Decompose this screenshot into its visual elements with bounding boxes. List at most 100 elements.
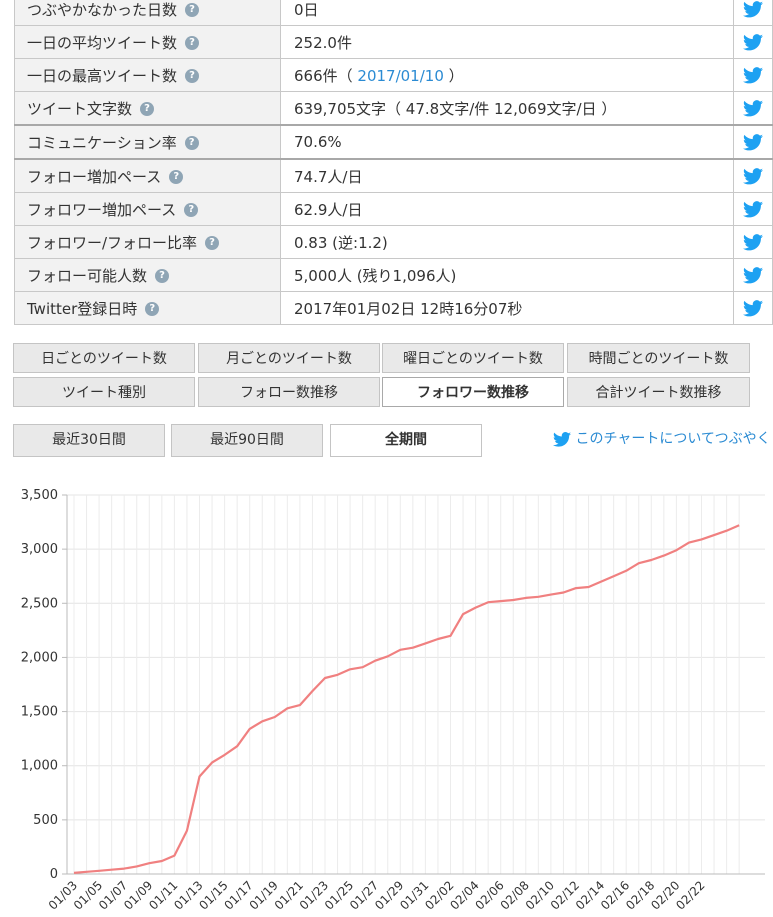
stat-label-cell: フォロワー/フォロー比率? bbox=[14, 225, 281, 259]
stat-value: 639,705文字（ 47.8文字/件 12,069文字/日 ） bbox=[294, 99, 617, 118]
twitter-bird-icon bbox=[743, 134, 763, 151]
stat-label: フォロー増加ペース bbox=[27, 167, 162, 186]
stat-value: 70.6% bbox=[294, 133, 342, 151]
stats-row: 一日の最高ツイート数? 666件（ 2017/01/10 ） bbox=[14, 58, 773, 92]
stat-label-cell: フォロー増加ペース? bbox=[14, 158, 281, 193]
tweet-stat-button[interactable] bbox=[733, 25, 773, 59]
stat-value: 74.7人/日 bbox=[294, 167, 363, 186]
y-tick-label: 3,000 bbox=[21, 542, 58, 557]
tab-monthly-tweets[interactable]: 月ごとのツイート数 bbox=[198, 343, 380, 373]
tweet-stat-button[interactable] bbox=[733, 0, 773, 26]
help-icon[interactable]: ? bbox=[185, 3, 200, 17]
stat-value: 0日 bbox=[294, 0, 319, 19]
stats-row: フォロワー/フォロー比率? 0.83 (逆:1.2) bbox=[14, 225, 773, 259]
y-tick-label: 2,000 bbox=[21, 650, 58, 665]
tab-total-tweets-trend[interactable]: 合計ツイート数推移 bbox=[567, 377, 750, 407]
stat-label: ツイート文字数 bbox=[27, 99, 133, 118]
y-tick-label: 500 bbox=[33, 813, 58, 828]
help-icon[interactable]: ? bbox=[184, 136, 199, 150]
stat-label: Twitter登録日時 bbox=[27, 299, 138, 318]
stat-label: コミュニケーション率 bbox=[27, 133, 177, 152]
stat-label-cell: 一日の最高ツイート数? bbox=[14, 58, 281, 92]
stats-row: ツイート文字数? 639,705文字（ 47.8文字/件 12,069文字/日 ） bbox=[14, 91, 773, 126]
y-tick-label: 3,500 bbox=[21, 488, 58, 503]
tweet-stat-button[interactable] bbox=[733, 58, 773, 92]
range-last30-button[interactable]: 最近30日間 bbox=[13, 424, 165, 457]
twitter-bird-icon bbox=[743, 34, 763, 51]
help-icon[interactable]: ? bbox=[184, 203, 199, 217]
stat-label-cell: つぶやかなかった日数? bbox=[14, 0, 281, 26]
y-tick-label: 1,500 bbox=[21, 705, 58, 720]
help-icon[interactable]: ? bbox=[205, 236, 220, 250]
stat-label: つぶやかなかった日数 bbox=[27, 0, 178, 19]
help-icon[interactable]: ? bbox=[169, 170, 184, 184]
stat-value: 5,000人 (残り1,096人) bbox=[294, 266, 457, 285]
help-icon[interactable]: ? bbox=[185, 69, 200, 83]
stat-value-cell: 0.83 (逆:1.2) bbox=[280, 225, 734, 259]
tab-following-trend[interactable]: フォロー数推移 bbox=[198, 377, 380, 407]
y-tick-label: 2,500 bbox=[21, 596, 58, 611]
stat-value-cell: 74.7人/日 bbox=[280, 158, 734, 193]
x-tick-label: 02/22 bbox=[673, 878, 707, 912]
stat-label: 一日の最高ツイート数 bbox=[27, 66, 178, 85]
tab-tweet-types[interactable]: ツイート種別 bbox=[13, 377, 195, 407]
stat-value-cell: 666件（ 2017/01/10 ） bbox=[280, 58, 734, 92]
tweet-stat-button[interactable] bbox=[733, 258, 773, 292]
help-icon[interactable]: ? bbox=[185, 36, 200, 50]
stat-value-cell: 639,705文字（ 47.8文字/件 12,069文字/日 ） bbox=[280, 91, 734, 126]
stat-label: フォロワー/フォロー比率 bbox=[27, 233, 198, 252]
tweet-stat-button[interactable] bbox=[733, 192, 773, 226]
stat-label-cell: 一日の平均ツイート数? bbox=[14, 25, 281, 59]
twitter-bird-icon bbox=[743, 1, 763, 18]
stat-label-cell: フォロワー増加ペース? bbox=[14, 192, 281, 226]
stat-value-suffix: ） bbox=[443, 66, 464, 85]
twitter-bird-icon bbox=[743, 300, 763, 317]
stats-row: フォロー増加ペース? 74.7人/日 bbox=[14, 158, 773, 193]
tweet-stat-button[interactable] bbox=[733, 225, 773, 259]
twitter-bird-icon bbox=[743, 267, 763, 284]
stats-row: フォロワー増加ペース? 62.9人/日 bbox=[14, 192, 773, 226]
help-icon[interactable]: ? bbox=[155, 269, 170, 283]
tab-weekday-tweets[interactable]: 曜日ごとのツイート数 bbox=[382, 343, 564, 373]
stat-value-cell: 2017年01月02日 12時16分07秒 bbox=[280, 291, 734, 325]
tweet-chart-link[interactable]: このチャートについてつぶやく bbox=[553, 428, 771, 448]
tweet-chart-link-label: このチャートについてつぶやく bbox=[575, 431, 771, 447]
twitter-bird-icon bbox=[553, 431, 571, 447]
stat-value: 252.0件 bbox=[294, 33, 352, 52]
tab-hourly-tweets[interactable]: 時間ごとのツイート数 bbox=[567, 343, 750, 373]
stat-value-cell: 5,000人 (残り1,096人) bbox=[280, 258, 734, 292]
help-icon[interactable]: ? bbox=[140, 102, 155, 116]
stats-table: つぶやかなかった日数? 0日 一日の平均ツイート数? 252.0件 一日の最高ツイート数… bbox=[14, 0, 773, 325]
stats-row: フォロー可能人数? 5,000人 (残り1,096人) bbox=[14, 258, 773, 292]
tweet-stat-button[interactable] bbox=[733, 91, 773, 126]
tweet-stat-button[interactable] bbox=[733, 291, 773, 325]
series-line-followers bbox=[73, 524, 740, 874]
stat-value-prefix: 666件（ bbox=[294, 66, 358, 85]
range-all-button[interactable]: 全期間 bbox=[330, 424, 482, 457]
stat-date-link[interactable]: 2017/01/10 bbox=[357, 66, 444, 85]
stat-value: 0.83 (逆:1.2) bbox=[294, 233, 388, 252]
tweet-stat-button[interactable] bbox=[733, 124, 773, 160]
stat-label-cell: フォロー可能人数? bbox=[14, 258, 281, 292]
stat-label-cell: Twitter登録日時? bbox=[14, 291, 281, 325]
twitter-bird-icon bbox=[743, 67, 763, 84]
help-icon[interactable]: ? bbox=[145, 302, 160, 316]
tweet-stat-button[interactable] bbox=[733, 158, 773, 193]
stat-label-cell: コミュニケーション率? bbox=[14, 124, 281, 160]
stat-value-cell: 0日 bbox=[280, 0, 734, 26]
stat-label: フォロワー増加ペース bbox=[27, 200, 177, 219]
stat-value-cell: 70.6% bbox=[280, 124, 734, 160]
stats-row: 一日の平均ツイート数? 252.0件 bbox=[14, 25, 773, 59]
stats-row: Twitter登録日時? 2017年01月02日 12時16分07秒 bbox=[14, 291, 773, 325]
range-last90-button[interactable]: 最近90日間 bbox=[171, 424, 323, 457]
y-tick-label: 0 bbox=[50, 867, 58, 882]
tab-daily-tweets[interactable]: 日ごとのツイート数 bbox=[13, 343, 195, 373]
tab-followers-trend[interactable]: フォロワー数推移 bbox=[382, 377, 564, 407]
stats-row: つぶやかなかった日数? 0日 bbox=[14, 0, 773, 26]
stats-row: コミュニケーション率? 70.6% bbox=[14, 124, 773, 160]
stat-label: 一日の平均ツイート数 bbox=[27, 33, 178, 52]
twitter-bird-icon bbox=[743, 100, 763, 117]
y-tick-label: 1,000 bbox=[21, 759, 58, 774]
stat-label-cell: ツイート文字数? bbox=[14, 91, 281, 126]
